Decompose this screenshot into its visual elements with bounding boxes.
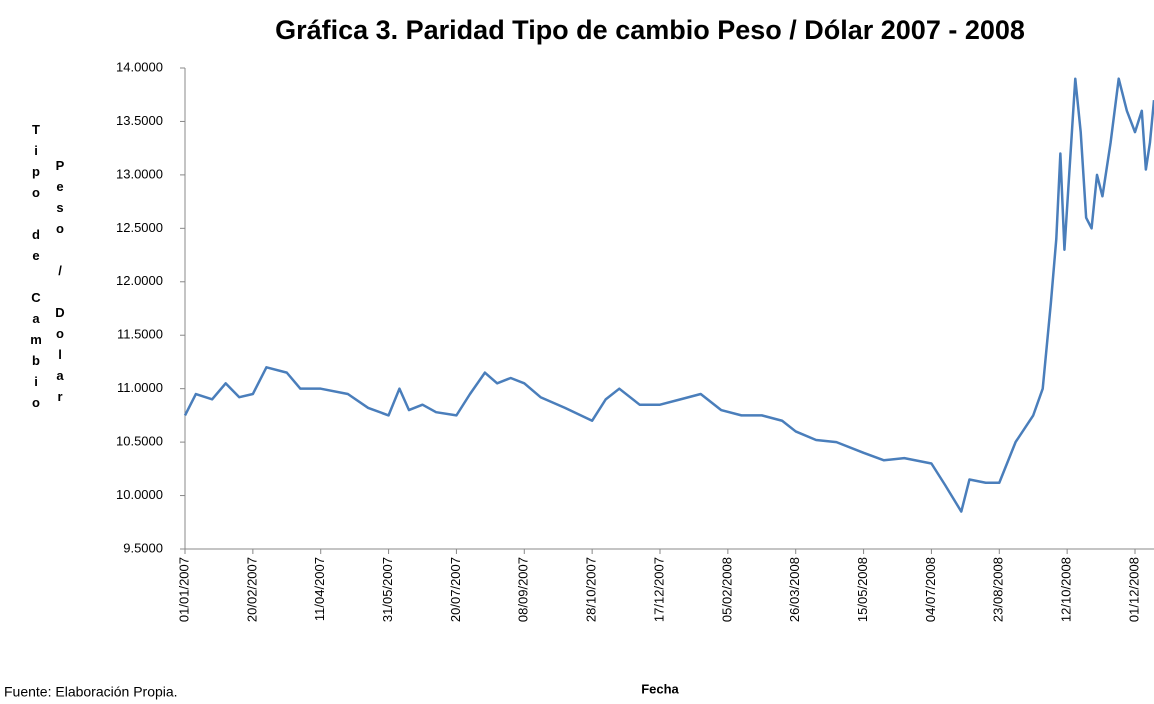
x-tick-label: 01/12/2008 [1126,557,1141,622]
y-tick-label: 11.5000 [117,327,163,342]
y-tick-label: 13.5000 [116,113,163,128]
x-axis-label: Fecha [641,681,679,696]
x-tick-label: 08/09/2007 [516,557,531,622]
y-tick-label: 14.0000 [116,59,163,74]
y-axis-label: Tipo de Cambio [29,122,44,416]
x-tick-label: 01/01/2007 [176,557,191,622]
x-tick-label: 15/05/2008 [855,557,870,622]
y-tick-label: 10.0000 [116,487,163,502]
y-tick-label: 12.0000 [116,273,163,288]
x-tick-label: 04/07/2008 [923,557,938,622]
x-tick-label: 11/04/2007 [312,557,327,621]
y-tick-label: 13.0000 [116,166,163,181]
y-axis-label: Peso / Dolar [53,158,68,410]
x-tick-label: 20/02/2007 [244,557,259,622]
y-tick-label: 12.5000 [116,220,163,235]
x-tick-label: 20/07/2007 [448,557,463,622]
data-line [183,77,1154,513]
x-tick-label: 05/02/2008 [719,557,734,622]
chart-title: Gráfica 3. Paridad Tipo de cambio Peso /… [275,15,1025,45]
x-tick-label: 31/05/2007 [380,557,395,622]
x-tick-label: 23/08/2008 [991,557,1006,622]
x-tick-label: 12/10/2008 [1059,557,1074,622]
x-tick-label: 28/10/2007 [584,557,599,622]
y-tick-label: 9.5000 [123,540,163,555]
source-note: Fuente: Elaboración Propia. [4,684,178,700]
y-tick-label: 10.5000 [116,434,163,449]
x-tick-label: 26/03/2008 [787,557,802,622]
x-tick-label: 17/12/2007 [651,557,666,622]
y-tick-label: 11.0000 [117,380,163,395]
